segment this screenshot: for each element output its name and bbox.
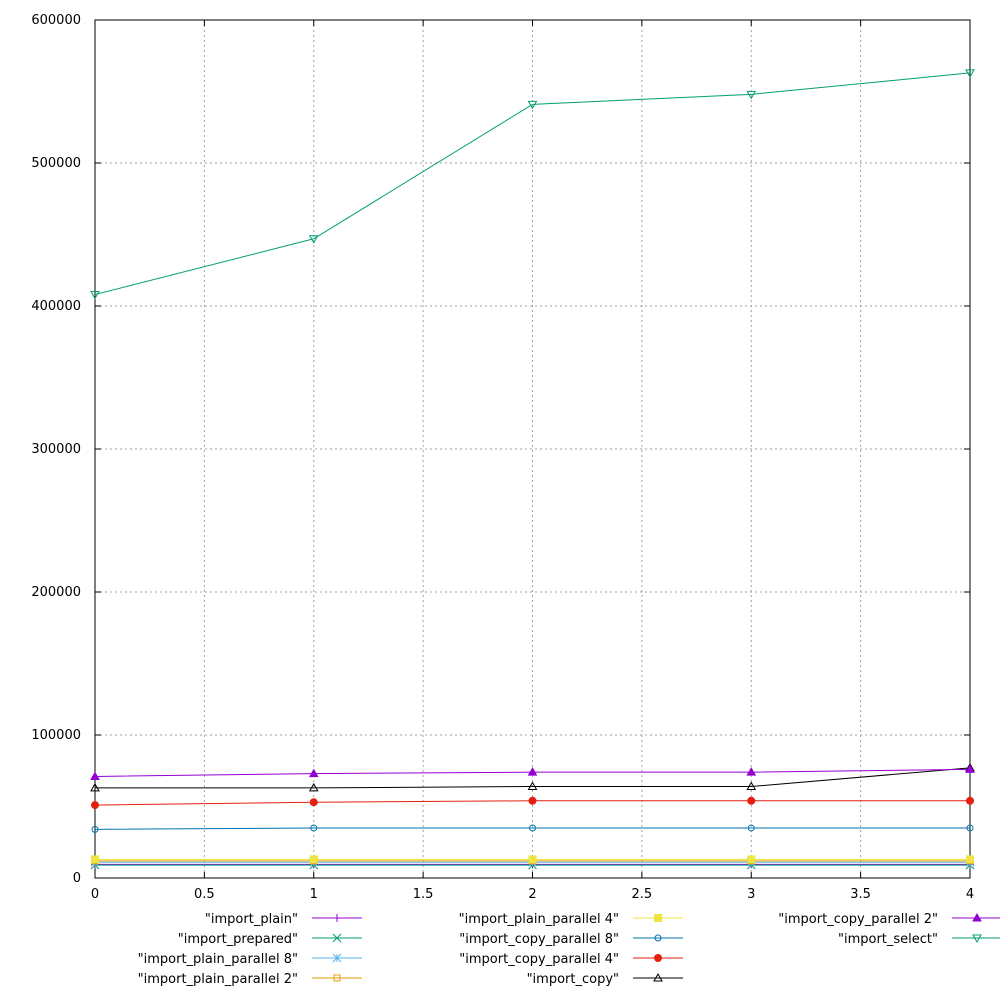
legend-label: "import_plain_parallel 2"	[138, 972, 298, 987]
data-point	[527, 767, 538, 776]
y-tick-label: 600000	[31, 13, 81, 28]
data-point	[528, 796, 537, 805]
y-tick-label: 400000	[31, 299, 81, 314]
legend-label: "import_plain_parallel 4"	[459, 912, 619, 927]
legend-item: "import_select"	[838, 932, 1000, 947]
legend-label: "import_copy"	[527, 972, 619, 987]
data-point	[966, 855, 974, 864]
x-tick-label: 2.5	[632, 887, 653, 902]
x-tick-label: 3.5	[850, 887, 871, 902]
y-tick-label: 100000	[31, 728, 81, 743]
data-point	[965, 764, 975, 773]
data-point	[527, 100, 538, 110]
legend-item: "import_copy"	[527, 972, 683, 987]
series-8	[90, 764, 975, 780]
legend-item: "import_plain_parallel 2"	[138, 972, 362, 987]
legend-marker	[654, 914, 662, 922]
series-line	[94, 72, 971, 296]
series-line	[95, 767, 971, 789]
legend-label: "import_plain"	[205, 912, 298, 927]
legend-item: "import_copy_parallel 4"	[459, 952, 683, 967]
legend-marker	[333, 974, 341, 982]
y-tick-label: 0	[73, 871, 81, 886]
y-tick-label: 300000	[31, 442, 81, 457]
data-point	[527, 781, 538, 790]
x-tick-label: 1.5	[413, 887, 434, 902]
x-tick-label: 2	[528, 887, 536, 902]
data-point	[309, 855, 318, 864]
grid-lines	[95, 20, 970, 878]
data-point	[746, 90, 757, 100]
legend-label: "import_copy_parallel 4"	[459, 952, 619, 967]
legend-label: "import_copy_parallel 8"	[459, 932, 619, 947]
data-point	[90, 771, 100, 780]
legend-marker	[653, 972, 663, 982]
data-point	[90, 782, 100, 792]
legend-item: "import_plain_parallel 8"	[138, 952, 362, 967]
series-9	[90, 69, 975, 300]
data-point	[309, 798, 318, 807]
axes: 0 0.5 1 1.5 2 2.5 3 3.5 4 0 100000 200000 300000 4000…	[31, 13, 974, 902]
legend-item: "import_plain_parallel 4"	[459, 912, 683, 927]
series-7	[90, 762, 975, 792]
legend-item: "import_prepared"	[178, 932, 362, 947]
y-tick-label: 500000	[31, 156, 81, 171]
legend-marker	[972, 934, 982, 944]
data-point	[965, 69, 975, 78]
data-point	[91, 855, 99, 864]
data-point	[966, 796, 974, 805]
data-point	[91, 801, 99, 810]
y-tick-label: 200000	[31, 585, 81, 600]
legend-label: "import_copy_parallel 2"	[778, 912, 938, 927]
x-tick-label: 1	[310, 887, 318, 902]
data-point	[747, 824, 755, 832]
data-point	[308, 768, 319, 778]
legend-marker	[332, 953, 342, 963]
data-point	[308, 235, 319, 244]
series-layer	[90, 69, 975, 870]
legend-label: "import_plain_parallel 8"	[138, 952, 298, 967]
x-tick-label: 4	[966, 887, 974, 902]
data-point	[747, 796, 756, 805]
data-point	[308, 782, 319, 792]
legend-item: "import_copy_parallel 2"	[778, 912, 1000, 927]
data-point	[966, 824, 974, 832]
legend-item: "import_plain"	[205, 912, 362, 927]
data-point	[746, 781, 757, 790]
series-line	[94, 827, 970, 830]
legend-label: "import_select"	[838, 932, 938, 947]
series-5	[91, 824, 974, 833]
legend: "import_plain" "import_prepared" "import_p…	[138, 912, 1000, 987]
plot-border	[94, 19, 971, 879]
data-point	[90, 291, 100, 300]
x-tick-label: 0	[91, 887, 99, 902]
legend-marker	[654, 954, 662, 962]
legend-item: "import_copy_parallel 8"	[459, 932, 683, 947]
legend-label: "import_prepared"	[178, 932, 298, 947]
legend-marker	[972, 912, 982, 922]
data-point	[746, 767, 757, 776]
legend-marker	[332, 933, 342, 943]
x-tick-label: 3	[747, 887, 755, 902]
data-point	[310, 824, 318, 832]
series-4	[91, 855, 974, 864]
legend-marker	[333, 914, 341, 922]
data-point	[529, 824, 536, 832]
legend-marker	[654, 934, 662, 942]
data-point	[91, 825, 99, 833]
data-point	[528, 855, 537, 864]
x-tick-label: 0.5	[194, 887, 215, 902]
data-point	[747, 855, 756, 864]
series-6	[91, 796, 974, 810]
